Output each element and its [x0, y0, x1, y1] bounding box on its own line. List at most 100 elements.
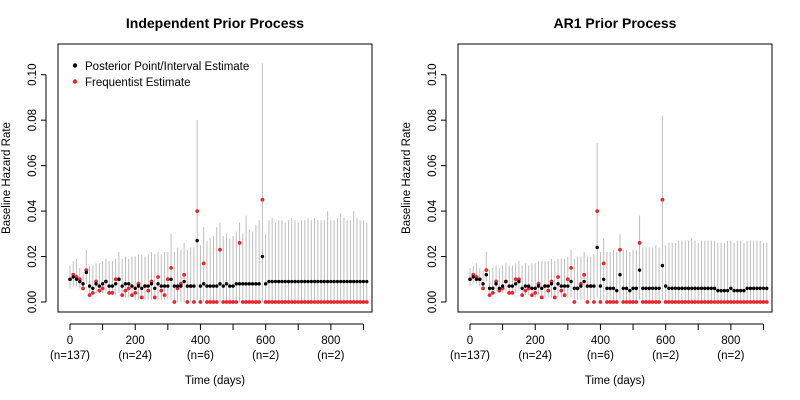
frequentist-point: [735, 300, 740, 304]
frequentist-point: [530, 293, 534, 298]
at-risk-label: (n=2): [252, 350, 279, 362]
posterior-point: [549, 282, 554, 286]
frequentist-point: [195, 209, 200, 213]
posterior-point: [579, 284, 583, 288]
posterior-point: [556, 282, 560, 286]
posterior-point: [491, 286, 495, 291]
frequentist-point: [715, 300, 720, 304]
posterior-point: [133, 286, 137, 291]
posterior-point: [81, 282, 85, 286]
posterior-point: [494, 282, 498, 286]
posterior-point: [267, 279, 271, 284]
x-tick-label: 600: [656, 335, 675, 347]
frequentist-point: [562, 293, 567, 298]
frequentist-point: [120, 293, 125, 298]
frequentist-point: [487, 293, 492, 298]
posterior-point: [543, 284, 547, 288]
y-tick-label: 0.08: [427, 109, 439, 131]
posterior-point: [345, 279, 349, 284]
posterior-point: [468, 277, 472, 281]
frequentist-point: [539, 295, 544, 300]
data-marks: [68, 63, 369, 304]
frequentist-point: [335, 300, 340, 304]
frequentist-point: [634, 300, 639, 304]
posterior-point: [205, 284, 209, 288]
posterior-point: [224, 282, 229, 286]
frequentist-point: [286, 300, 291, 304]
posterior-point: [478, 277, 482, 281]
posterior-point: [484, 273, 489, 277]
frequentist-point: [192, 300, 196, 304]
posterior-point: [94, 282, 98, 286]
posterior-point: [716, 288, 720, 293]
frequentist-point: [601, 261, 606, 266]
y-tick-label: 0.08: [27, 109, 39, 131]
posterior-point: [140, 286, 144, 291]
frequentist-point: [706, 300, 710, 304]
posterior-point: [680, 286, 684, 291]
frequentist-point: [240, 300, 245, 304]
posterior-point: [624, 286, 629, 291]
posterior-point: [123, 282, 128, 286]
posterior-point: [650, 286, 655, 291]
frequentist-point: [302, 300, 307, 304]
frequentist-point: [361, 300, 366, 304]
posterior-point: [644, 286, 648, 291]
frequentist-point: [624, 300, 629, 304]
frequentist-point: [208, 300, 213, 304]
legend-label: Frequentist Estimate: [85, 77, 190, 89]
frequentist-point: [139, 295, 144, 300]
posterior-point: [588, 284, 593, 288]
posterior-point: [159, 284, 164, 288]
posterior-point: [575, 286, 580, 291]
frequentist-point: [205, 300, 209, 304]
posterior-point: [175, 284, 180, 288]
frequentist-point: [507, 291, 512, 295]
frequentist-point: [234, 300, 239, 304]
frequentist-point: [312, 300, 317, 304]
frequentist-point: [130, 293, 134, 298]
posterior-point: [601, 277, 606, 281]
frequentist-point: [644, 300, 648, 304]
posterior-point: [188, 284, 193, 288]
frequentist-point: [758, 300, 763, 304]
posterior-point: [686, 286, 691, 291]
posterior-point: [546, 284, 550, 288]
frequentist-point: [87, 293, 92, 298]
frequentist-point: [637, 241, 642, 245]
posterior-point: [755, 286, 759, 291]
posterior-point: [608, 286, 612, 291]
posterior-point: [260, 254, 265, 259]
frequentist-point: [676, 300, 681, 304]
frequentist-point: [306, 300, 310, 304]
posterior-point: [722, 288, 727, 293]
posterior-point: [146, 284, 150, 288]
chart-title: Independent Prior Process: [126, 15, 304, 31]
posterior-point: [693, 286, 697, 291]
posterior-point: [215, 284, 219, 288]
frequentist-point: [221, 300, 226, 304]
frequentist-point: [761, 300, 766, 304]
posterior-point: [533, 286, 537, 291]
posterior-point: [706, 286, 710, 291]
chart-panel-2: AR1 Prior Process 0.00 0.02 0.04 0.06 0.08 0.1…: [401, 15, 773, 387]
x-tick-label: 200: [126, 335, 145, 347]
frequentist-point: [227, 300, 232, 304]
posterior-point: [667, 286, 671, 291]
posterior-point: [228, 284, 232, 288]
frequentist-point: [592, 300, 596, 304]
frequentist-point: [309, 300, 314, 304]
frequentist-point: [322, 300, 327, 304]
frequentist-point: [332, 300, 337, 304]
frequentist-point: [533, 291, 538, 295]
frequentist-point: [650, 300, 655, 304]
posterior-point: [735, 288, 740, 293]
posterior-point: [615, 288, 619, 293]
frequentist-point: [315, 300, 320, 304]
y-tick-label: 0.04: [27, 199, 39, 222]
frequentist-point: [358, 300, 363, 304]
posterior-point: [237, 282, 242, 286]
y-axis-title: Baseline Hazard Rate: [1, 122, 13, 234]
posterior-point: [712, 286, 717, 291]
posterior-point: [110, 284, 115, 288]
